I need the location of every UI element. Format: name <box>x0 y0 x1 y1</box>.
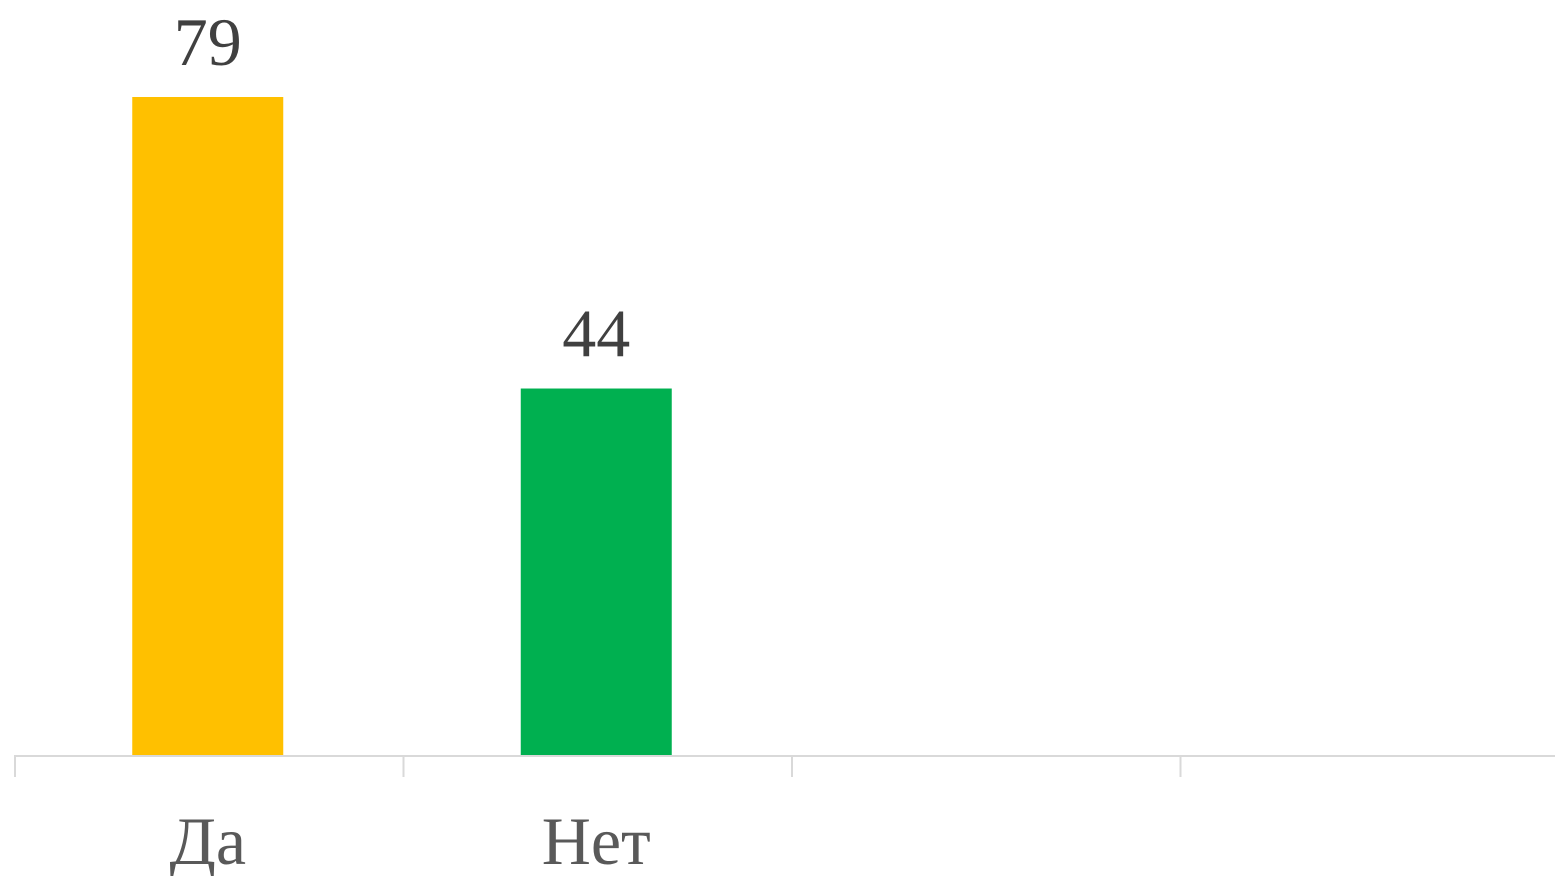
x-tick-label: Да <box>169 803 246 876</box>
bar <box>132 97 284 755</box>
x-axis <box>14 755 1555 777</box>
category-labels-layer: Да Нет <box>169 803 650 876</box>
bar <box>520 388 672 755</box>
data-label: 79 <box>174 4 242 80</box>
data-label: 44 <box>562 296 630 372</box>
bars-layer <box>132 97 672 755</box>
data-labels-layer: 79 44 <box>174 4 631 372</box>
x-tick-label: Нет <box>542 803 651 876</box>
